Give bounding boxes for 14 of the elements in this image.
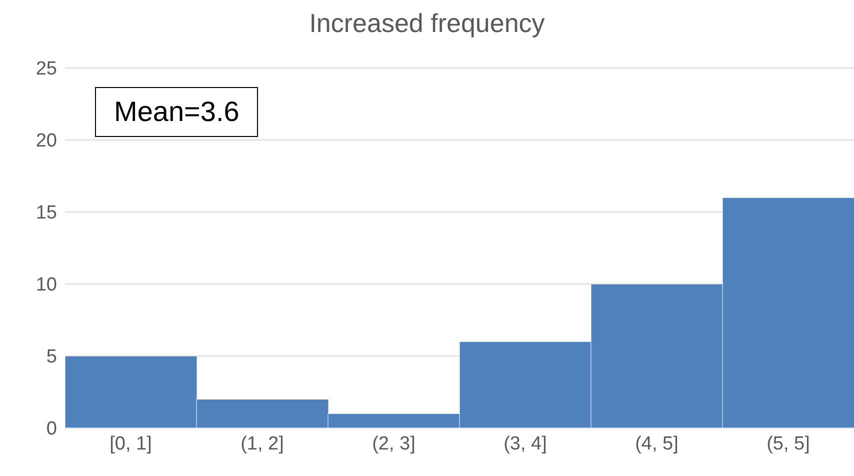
x-tick-label: (1, 2] <box>240 433 284 454</box>
y-tick-label: 5 <box>46 346 57 368</box>
y-tick-label: 20 <box>36 130 57 152</box>
y-tick-label: 0 <box>46 418 57 440</box>
x-tick-label: (5, 5] <box>766 433 810 454</box>
annotation: Mean=3.6 <box>95 87 258 137</box>
x-tick-label: (2, 3] <box>372 433 416 454</box>
y-tick-label: 15 <box>36 202 57 224</box>
x-tick-label: (3, 4] <box>504 433 547 454</box>
y-tick-label: 10 <box>36 274 57 296</box>
x-tick-label: [0, 1] <box>110 433 152 454</box>
x-tick-label: (4, 5] <box>635 433 678 454</box>
chart-title: Increased frequency <box>308 8 546 39</box>
y-tick-label: 25 <box>36 58 57 80</box>
